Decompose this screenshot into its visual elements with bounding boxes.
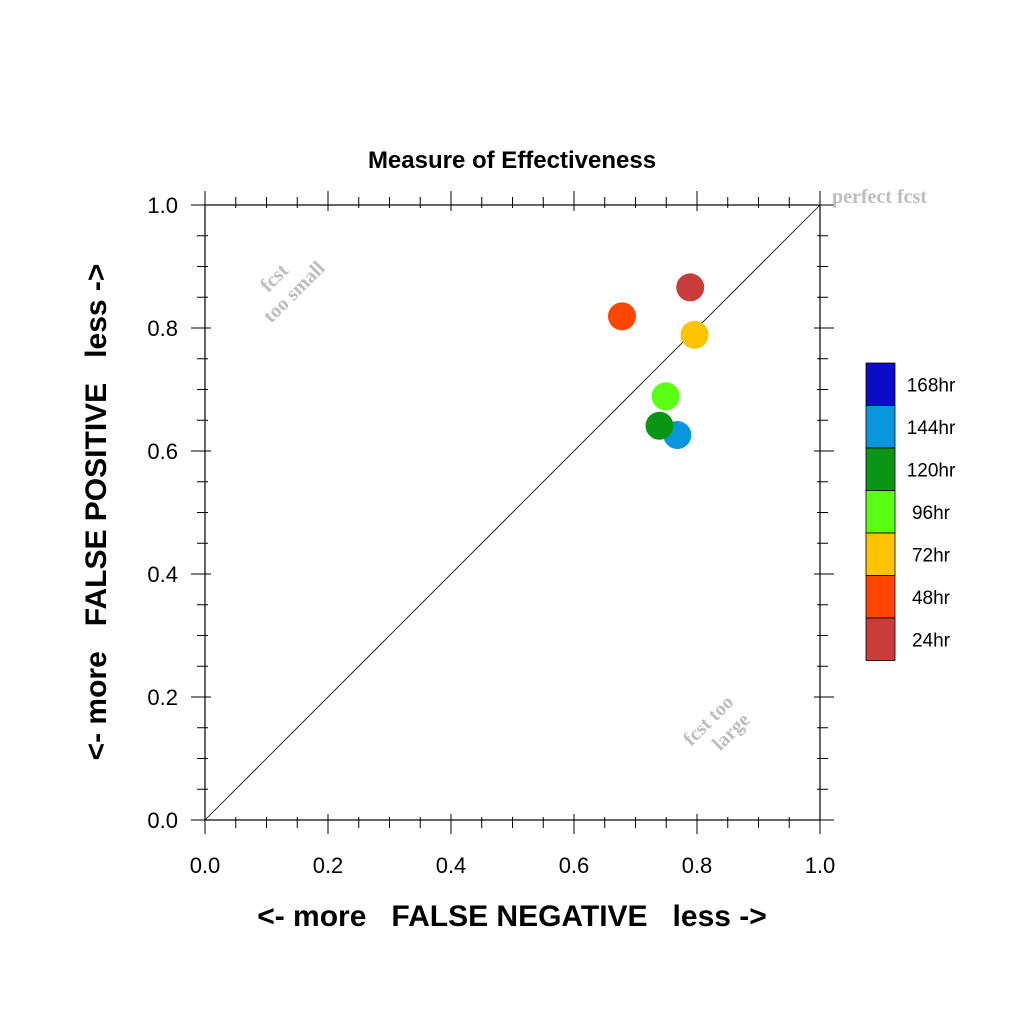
x-tick-label: 0.6: [559, 853, 590, 878]
axis-ticks: [191, 191, 834, 834]
y-tick-label: 0.0: [147, 808, 178, 833]
point-96hr: [651, 382, 680, 411]
legend-swatch-48hr: [865, 575, 896, 619]
legend-label-168hr: 168hr: [907, 375, 956, 396]
legend-swatch-144hr: [865, 405, 896, 449]
legend-label-96hr: 96hr: [912, 503, 951, 524]
legend-label-120hr: 120hr: [907, 460, 956, 481]
x-tick-label: 0.0: [190, 853, 221, 878]
point-24hr: [676, 273, 705, 302]
annotation-fcst-too-small: fcst too small: [256, 257, 330, 327]
y-tick-label: 0.8: [147, 316, 178, 341]
point-120hr: [645, 411, 674, 440]
legend-label-144hr: 144hr: [907, 418, 956, 439]
annotation-perfect-fcst: perfect fcst: [832, 186, 927, 208]
chart-title: Measure of Effectiveness: [368, 147, 656, 174]
y-tick-label: 0.6: [147, 439, 178, 464]
legend-label-48hr: 48hr: [912, 588, 951, 609]
x-tick-label: 0.2: [313, 853, 344, 878]
x-axis-title: <- more FALSE NEGATIVE less ->: [257, 900, 767, 933]
legend-label-24hr: 24hr: [912, 630, 951, 651]
annotation-fcst-too-large: fcst too large: [679, 691, 754, 755]
legend-label-72hr: 72hr: [912, 545, 951, 566]
legend-swatch-168hr: [865, 362, 896, 406]
legend-swatch-72hr: [865, 532, 896, 576]
data-points: [607, 273, 709, 450]
y-axis-title: <- more FALSE POSITIVE less ->: [80, 264, 113, 761]
y-tick-label: 1.0: [147, 193, 178, 218]
axis-tick-labels: 0.0 0.2 0.4 0.6 0.8 1.0 0.0 0.2 0.4 0.6 0.8 1.0: [147, 193, 835, 878]
x-tick-label: 1.0: [805, 853, 836, 878]
plot-frame: [204, 204, 821, 821]
point-48hr: [607, 302, 636, 331]
perfect-forecast-diagonal: [204, 204, 821, 821]
y-tick-label: 0.4: [147, 562, 178, 587]
legend-swatch-96hr: [865, 490, 896, 534]
legend-swatch-24hr: [865, 617, 896, 661]
y-tick-label: 0.2: [147, 685, 178, 710]
legend-swatch-120hr: [865, 447, 896, 491]
point-72hr: [680, 320, 709, 349]
legend: 168hr 144hr 120hr 96hr 72hr 48hr 24hr: [865, 362, 956, 661]
x-tick-label: 0.4: [436, 853, 467, 878]
x-tick-label: 0.8: [682, 853, 713, 878]
